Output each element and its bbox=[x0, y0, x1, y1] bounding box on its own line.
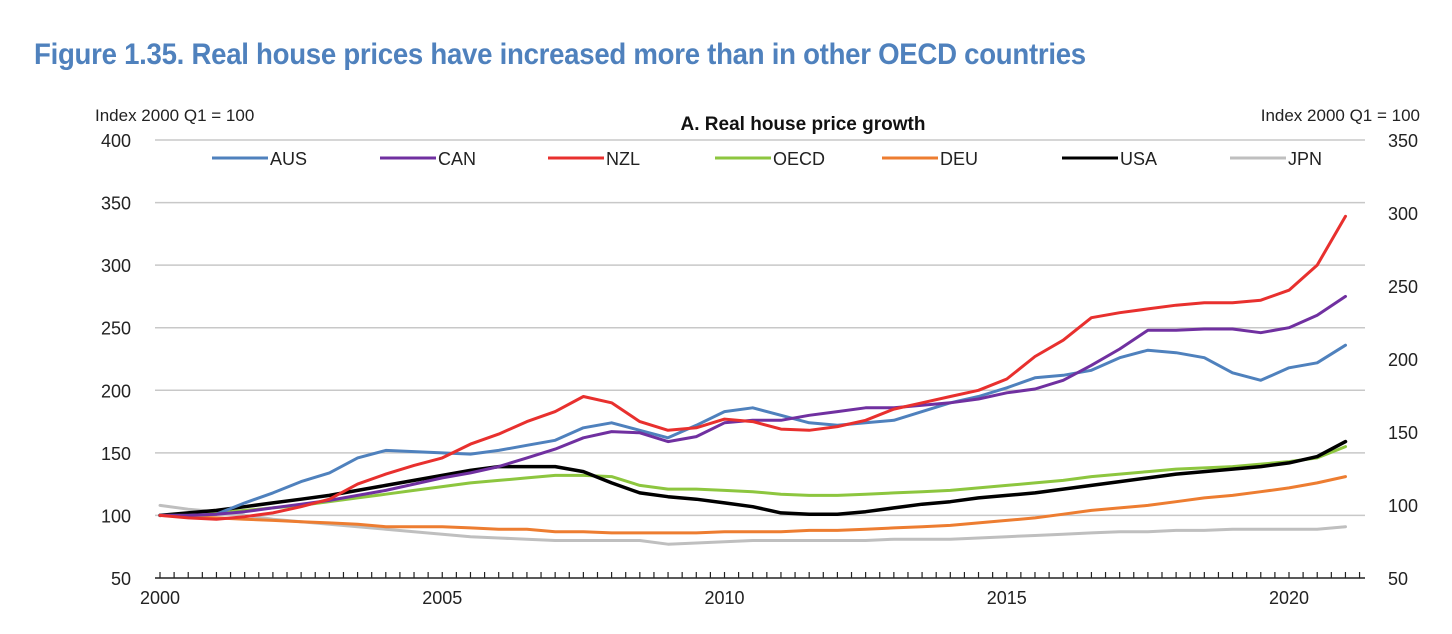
x-axis: 2000 2005 2010 2015 2020 bbox=[140, 572, 1365, 608]
series-line-deu bbox=[158, 475, 1347, 535]
series-line-can bbox=[158, 294, 1347, 517]
y-right-tick-label: 250 bbox=[1388, 277, 1418, 297]
y-left-tick-label: 50 bbox=[111, 569, 131, 589]
y-right-tick-label: 200 bbox=[1388, 350, 1418, 370]
legend-item-deu: DEU bbox=[882, 149, 978, 169]
legend-label: CAN bbox=[438, 149, 476, 169]
left-y-axis: 50 100 150 200 250 300 350 400 bbox=[101, 131, 131, 589]
gridlines bbox=[155, 139, 1365, 517]
legend-label: DEU bbox=[940, 149, 978, 169]
y-left-tick-label: 350 bbox=[101, 194, 131, 214]
legend: AUS CAN NZL OECD DEU USA JPN bbox=[212, 149, 1322, 169]
panel-title: A. Real house price growth bbox=[681, 114, 926, 135]
legend-label: NZL bbox=[606, 149, 640, 169]
y-right-tick-label: 150 bbox=[1388, 423, 1418, 443]
y-left-tick-label: 250 bbox=[101, 319, 131, 339]
x-tick-label: 2005 bbox=[422, 588, 462, 608]
legend-label: OECD bbox=[773, 149, 825, 169]
y-left-tick-label: 300 bbox=[101, 256, 131, 276]
series-line-jpn bbox=[158, 503, 1347, 546]
series-line-usa bbox=[158, 439, 1348, 518]
y-left-tick-label: 150 bbox=[101, 444, 131, 464]
legend-label: USA bbox=[1120, 149, 1157, 169]
x-tick-label: 2015 bbox=[987, 588, 1027, 608]
y-right-tick-label: 300 bbox=[1388, 204, 1418, 224]
series-line-nzl bbox=[158, 214, 1347, 521]
legend-item-aus: AUS bbox=[212, 149, 307, 169]
figure-title: Figure 1.35. Real house prices have incr… bbox=[34, 38, 1086, 71]
legend-label: AUS bbox=[270, 149, 307, 169]
right-axis-unit-label: Index 2000 Q1 = 100 bbox=[1261, 106, 1420, 125]
legend-item-nzl: NZL bbox=[548, 149, 640, 169]
legend-item-can: CAN bbox=[380, 149, 476, 169]
y-right-tick-label: 350 bbox=[1388, 131, 1418, 151]
legend-item-usa: USA bbox=[1062, 149, 1157, 169]
left-axis-unit-label: Index 2000 Q1 = 100 bbox=[95, 106, 254, 125]
y-left-tick-label: 400 bbox=[101, 131, 131, 151]
y-right-tick-label: 100 bbox=[1388, 496, 1418, 516]
legend-item-jpn: JPN bbox=[1230, 149, 1322, 169]
series-line-oecd bbox=[158, 445, 1347, 517]
right-y-axis: 50 100 150 200 250 300 350 bbox=[1388, 131, 1418, 589]
x-tick-label: 2020 bbox=[1269, 588, 1309, 608]
series-line-aus bbox=[158, 343, 1347, 517]
x-tick-label: 2010 bbox=[704, 588, 744, 608]
legend-item-oecd: OECD bbox=[715, 149, 825, 169]
legend-label: JPN bbox=[1288, 149, 1322, 169]
y-left-tick-label: 200 bbox=[101, 381, 131, 401]
y-right-tick-label: 50 bbox=[1388, 569, 1408, 589]
x-tick-label: 2000 bbox=[140, 588, 180, 608]
series-lines bbox=[158, 214, 1348, 546]
y-left-tick-label: 100 bbox=[101, 506, 131, 526]
